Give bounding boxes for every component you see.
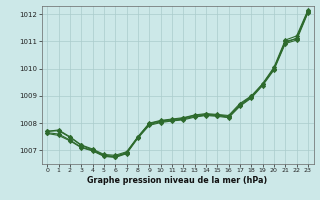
X-axis label: Graphe pression niveau de la mer (hPa): Graphe pression niveau de la mer (hPa) [87, 176, 268, 185]
